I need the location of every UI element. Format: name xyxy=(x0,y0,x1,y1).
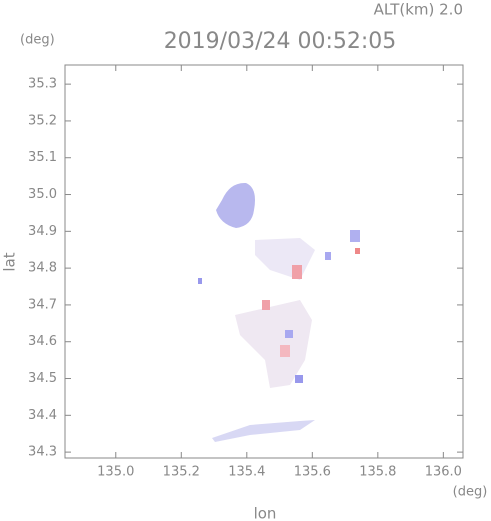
x-tick-label: 136.0 xyxy=(425,465,462,480)
y-tick-label: 34.6 xyxy=(28,334,57,349)
echo xyxy=(325,252,331,260)
y-tick-label: 34.5 xyxy=(28,371,57,386)
echo xyxy=(280,345,290,357)
echo xyxy=(212,420,315,442)
echo xyxy=(262,300,270,310)
y-tick-label: 35.0 xyxy=(28,187,57,202)
y-tick-label: 35.2 xyxy=(28,113,57,128)
y-unit: (deg) xyxy=(20,33,55,48)
echo xyxy=(292,265,302,279)
chart-title: 2019/03/24 00:52:05 xyxy=(164,29,397,54)
echo xyxy=(295,375,303,383)
radar-echoes xyxy=(198,182,360,442)
x-tick-label: 135.8 xyxy=(359,465,396,480)
x-tick-label: 135.4 xyxy=(228,465,265,480)
echo xyxy=(235,300,312,388)
echo xyxy=(350,230,360,242)
y-axis-label: lat xyxy=(1,252,19,271)
echo xyxy=(198,278,202,284)
x-tick-label: 135.0 xyxy=(97,465,134,480)
plot-frame xyxy=(64,64,464,459)
x-unit: (deg) xyxy=(453,485,488,500)
y-tick-label: 35.3 xyxy=(28,77,57,92)
echo xyxy=(285,330,293,338)
echo xyxy=(355,248,360,254)
echo xyxy=(216,182,255,228)
altitude-label: ALT(km) 2.0 xyxy=(374,1,463,19)
x-axis-label: lon xyxy=(254,505,277,521)
y-tick-label: 34.3 xyxy=(28,445,57,460)
y-tick-label: 34.9 xyxy=(28,224,57,239)
x-tick-label: 135.2 xyxy=(163,465,200,480)
x-tick-label: 135.6 xyxy=(294,465,331,480)
echo xyxy=(255,238,315,280)
y-tick-label: 35.1 xyxy=(28,150,57,165)
y-tick-label: 34.7 xyxy=(28,297,57,312)
y-tick-label: 34.4 xyxy=(28,408,57,423)
y-tick-label: 34.8 xyxy=(28,261,57,276)
